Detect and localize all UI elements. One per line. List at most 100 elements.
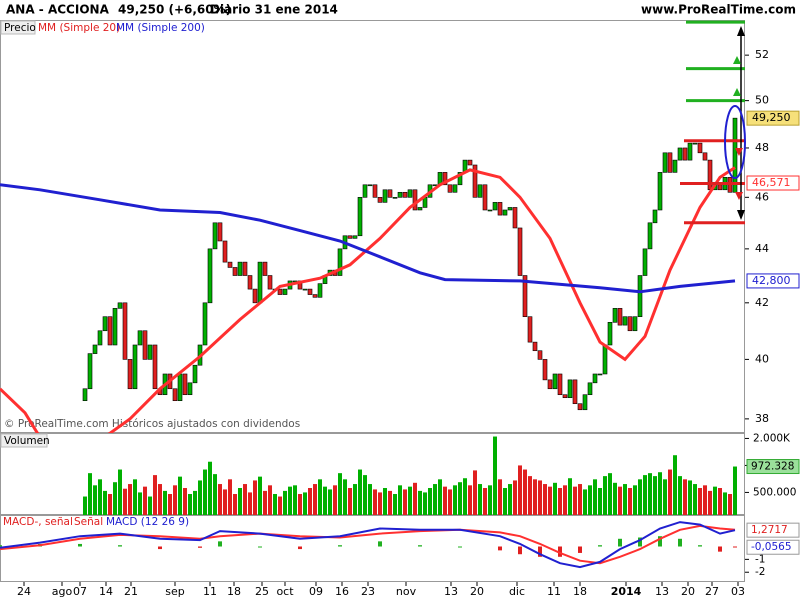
volume-bar — [528, 476, 532, 515]
volume-bar — [318, 479, 322, 515]
candle — [732, 117, 738, 193]
volume-title: Volumen — [4, 435, 50, 447]
candle — [447, 184, 453, 193]
volume-bar — [568, 478, 572, 515]
candle — [692, 142, 698, 145]
candle — [192, 364, 198, 384]
volume-bar — [448, 489, 452, 515]
candle — [372, 184, 378, 198]
candle — [302, 288, 308, 291]
x-tick-label: 14 — [99, 585, 113, 598]
candle — [477, 184, 483, 198]
histogram-bar — [0, 545, 2, 547]
candle — [482, 184, 488, 211]
volume-bar — [108, 494, 112, 515]
volume-bar — [558, 488, 562, 515]
volume-bar — [153, 475, 157, 515]
volume-bar — [608, 473, 612, 515]
legend-price: Precio — [4, 22, 36, 34]
candle — [562, 394, 568, 399]
legend-box — [0, 433, 48, 448]
x-tick-label: 2014 — [611, 585, 642, 598]
candle — [707, 159, 713, 191]
moving-average — [0, 183, 736, 294]
candle — [347, 235, 353, 239]
candle — [392, 197, 398, 199]
candle — [277, 288, 283, 295]
volume-bar — [563, 485, 567, 515]
x-tick-label: sep — [165, 585, 184, 598]
volume-bar — [718, 488, 722, 515]
volume-bar — [523, 469, 527, 515]
candle — [187, 382, 193, 396]
volume-bar — [698, 488, 702, 515]
volume-bar — [168, 494, 172, 515]
x-tick-label: 03 — [731, 585, 745, 598]
histogram-bar — [218, 541, 222, 547]
x-tick-label: 07 — [73, 585, 87, 598]
candle — [682, 147, 688, 161]
volume-bar — [708, 490, 712, 515]
volume-bar — [648, 473, 652, 515]
histogram-bar — [598, 545, 602, 547]
legend-ma20: MM (Simple 20) — [38, 22, 120, 34]
y-tick-label: 42 — [755, 296, 769, 309]
x-tick-label: 24 — [17, 585, 31, 598]
volume-bar — [728, 494, 732, 515]
candle — [512, 207, 518, 229]
volume-bar — [683, 479, 687, 515]
candle — [247, 275, 253, 290]
volume-bar — [398, 485, 402, 515]
candle — [402, 191, 408, 198]
histogram-bar — [118, 545, 122, 547]
volume-bar — [363, 475, 367, 515]
volume-bar — [463, 478, 467, 515]
volume-bar — [518, 465, 522, 515]
candle — [642, 248, 648, 276]
volume-bar — [213, 474, 217, 515]
watermark: © ProRealTime.com Históricos ajustados c… — [4, 418, 300, 430]
candle — [242, 261, 248, 276]
x-tick-label: 16 — [335, 585, 349, 598]
volume-bar — [288, 486, 292, 515]
volume-bar — [353, 484, 357, 515]
candle — [572, 379, 578, 405]
candle — [382, 189, 388, 203]
volume-bar — [553, 482, 557, 515]
volume-bar — [273, 494, 277, 515]
highlight-ellipse — [724, 105, 746, 179]
candle — [237, 261, 243, 276]
volume-bar — [408, 486, 412, 515]
volume-bar — [228, 479, 232, 515]
volume-bar — [278, 496, 282, 515]
candle — [582, 394, 588, 411]
volume-bar — [593, 479, 597, 515]
volume-bar — [438, 479, 442, 515]
volume-bar — [643, 475, 647, 515]
candle — [207, 248, 213, 304]
layer — [0, 20, 745, 433]
volume-bar — [578, 484, 582, 515]
candle — [557, 373, 563, 396]
candle — [122, 302, 128, 360]
candle — [467, 159, 473, 166]
x-tick-label: 20 — [470, 585, 484, 598]
candle — [107, 316, 113, 346]
volume-bar — [258, 476, 262, 515]
moving-average — [0, 166, 736, 433]
x-tick-label: 13 — [444, 585, 458, 598]
candle — [92, 344, 98, 354]
volume-bar — [548, 486, 552, 515]
y-tick-label: -1 — [755, 553, 765, 565]
value-label: 1,2717 — [751, 524, 788, 536]
candle — [387, 189, 393, 198]
candle — [217, 222, 223, 242]
histogram-bar — [618, 538, 622, 547]
volume-bar — [423, 492, 427, 515]
annotations — [724, 26, 746, 220]
candle — [697, 142, 703, 154]
value-box — [746, 522, 800, 538]
volume-bar — [208, 461, 212, 515]
candle — [487, 209, 493, 212]
